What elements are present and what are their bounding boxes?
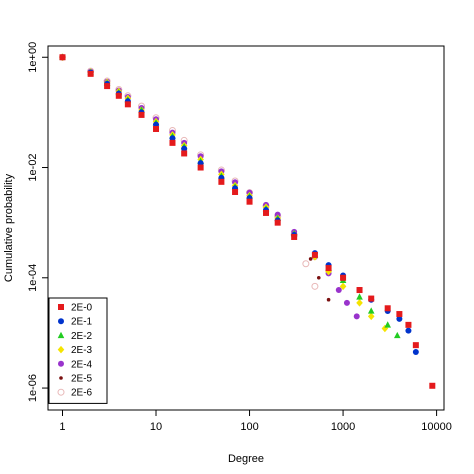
data-point xyxy=(384,305,391,312)
data-point xyxy=(405,321,412,328)
x-tick-label: 100 xyxy=(240,421,258,433)
data-point xyxy=(405,327,412,334)
x-tick-label: 10000 xyxy=(421,421,452,433)
data-point xyxy=(356,287,363,294)
y-axis: 1e+00 1e-02 1e-04 1e-06 xyxy=(27,42,48,402)
legend-item: 2E-2 xyxy=(57,331,93,342)
legend-box xyxy=(48,297,108,404)
data-point xyxy=(169,135,176,142)
legend-label: 2E-6 xyxy=(71,388,93,399)
legend-marker xyxy=(58,304,64,310)
data-point xyxy=(412,342,419,349)
data-point xyxy=(316,275,321,280)
data-point xyxy=(124,101,131,108)
data-point xyxy=(384,321,391,328)
legend-marker xyxy=(59,376,63,380)
y-axis-label: Cumulative probability xyxy=(3,173,15,282)
data-point xyxy=(393,331,401,339)
legend-label: 2E-0 xyxy=(71,303,93,314)
data-point xyxy=(353,313,360,320)
data-point xyxy=(412,349,419,356)
series-2E-0 xyxy=(59,54,436,389)
x-tick-label: 1 xyxy=(59,421,65,433)
data-point xyxy=(326,297,331,302)
x-axis-label: Degree xyxy=(228,453,264,465)
data-point xyxy=(311,282,319,290)
legend: 2E-0 2E-1 2E-2 2E-3 2E-4 2E-5 2E-6 xyxy=(48,297,108,404)
data-point xyxy=(335,287,342,294)
legend-item: 2E-3 xyxy=(57,345,93,356)
data-point xyxy=(87,70,94,77)
y-tick-label: 1e-04 xyxy=(27,264,39,292)
legend-label: 2E-2 xyxy=(71,331,93,342)
data-point xyxy=(197,164,204,171)
data-point xyxy=(381,324,389,333)
data-point xyxy=(311,251,318,258)
data-point xyxy=(339,282,347,291)
legend-label: 2E-5 xyxy=(71,374,93,385)
data-point xyxy=(343,299,350,306)
data-point xyxy=(308,257,313,261)
data-point xyxy=(367,307,375,314)
data-point xyxy=(356,299,363,307)
x-axis: 1 10 100 1000 10000 xyxy=(59,410,452,433)
y-tick-label: 1e-02 xyxy=(27,153,39,181)
legend-label: 2E-4 xyxy=(71,359,93,370)
legend-marker xyxy=(57,345,65,354)
data-points xyxy=(58,53,436,389)
data-point xyxy=(291,233,298,240)
data-point xyxy=(104,83,111,90)
data-point xyxy=(181,145,188,152)
x-tick-label: 10 xyxy=(150,421,162,433)
legend-item: 2E-4 xyxy=(58,359,93,370)
data-point xyxy=(274,219,281,226)
data-point xyxy=(115,92,122,99)
data-point xyxy=(138,111,145,118)
legend-item: 2E-0 xyxy=(58,303,93,314)
legend-marker xyxy=(57,331,65,339)
legend-marker xyxy=(58,318,64,325)
legend-item: 2E-5 xyxy=(59,374,93,385)
legend-marker xyxy=(57,388,65,396)
data-point xyxy=(246,198,253,205)
data-point xyxy=(340,274,347,281)
x-tick-label: 1000 xyxy=(331,421,355,433)
legend-marker xyxy=(58,360,64,367)
data-point xyxy=(367,312,375,321)
y-tick-label: 1e+00 xyxy=(27,42,39,73)
data-point xyxy=(218,178,225,185)
data-point xyxy=(232,188,239,195)
data-point xyxy=(169,139,176,146)
data-point xyxy=(153,125,160,132)
y-tick-label: 1e-06 xyxy=(27,374,39,402)
data-point xyxy=(181,150,188,157)
data-point xyxy=(396,315,403,322)
data-point xyxy=(325,265,332,272)
data-point xyxy=(59,54,66,61)
legend-item: 2E-1 xyxy=(58,317,93,328)
legend-label: 2E-1 xyxy=(71,317,93,328)
data-point xyxy=(396,311,403,318)
legend-item: 2E-6 xyxy=(57,388,93,399)
data-point xyxy=(356,293,363,300)
data-point xyxy=(263,209,270,216)
data-point xyxy=(302,260,310,268)
data-point xyxy=(429,382,436,389)
data-point xyxy=(368,295,375,302)
legend-label: 2E-3 xyxy=(71,345,93,356)
plot-frame xyxy=(47,45,445,411)
